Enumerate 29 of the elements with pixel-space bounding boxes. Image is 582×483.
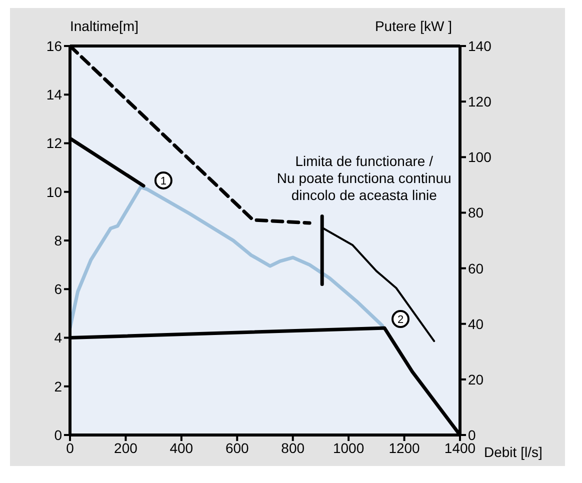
annotation: 1	[160, 175, 167, 188]
x-tick-label: 600	[225, 440, 250, 456]
y2-tick-label: 140	[468, 38, 492, 54]
x-axis-title: Debit [l/s]	[484, 444, 542, 460]
x-tick-label: 400	[170, 440, 194, 456]
y2-tick-label: 80	[468, 204, 484, 221]
x-tick-label: 1000	[332, 440, 364, 456]
y-tick-label: 0	[54, 426, 62, 443]
y2-tick-label: 40	[468, 316, 484, 332]
y2-axis-title: Putere [kW ]	[374, 18, 452, 34]
y-tick-label: 10	[46, 184, 62, 200]
annotation: 2	[397, 314, 404, 326]
y-tick-label: 4	[54, 330, 62, 346]
y-tick-label: 14	[46, 86, 62, 103]
annotation: Limita de functionare / Nu poate functiona continuu dincolo de aceasta linie	[276, 153, 452, 204]
y-tick-label: 2	[54, 378, 62, 394]
y-axis-title: Inaltime[m]	[70, 18, 138, 34]
x-tick-label: 800	[281, 440, 305, 456]
y-tick-label: 8	[54, 232, 62, 248]
y2-tick-label: 60	[468, 260, 484, 276]
x-tick-label: 200	[114, 440, 138, 456]
y2-tick-label: 120	[468, 94, 492, 110]
y2-tick-label: 100	[468, 149, 492, 166]
y-tick-label: 16	[46, 38, 62, 54]
y2-tick-label: 20	[468, 371, 484, 388]
x-tick-label: 1200	[388, 440, 420, 456]
x-tick-label: 0	[66, 440, 74, 456]
y-tick-label: 12	[46, 135, 62, 152]
y-tick-label: 6	[54, 281, 62, 298]
